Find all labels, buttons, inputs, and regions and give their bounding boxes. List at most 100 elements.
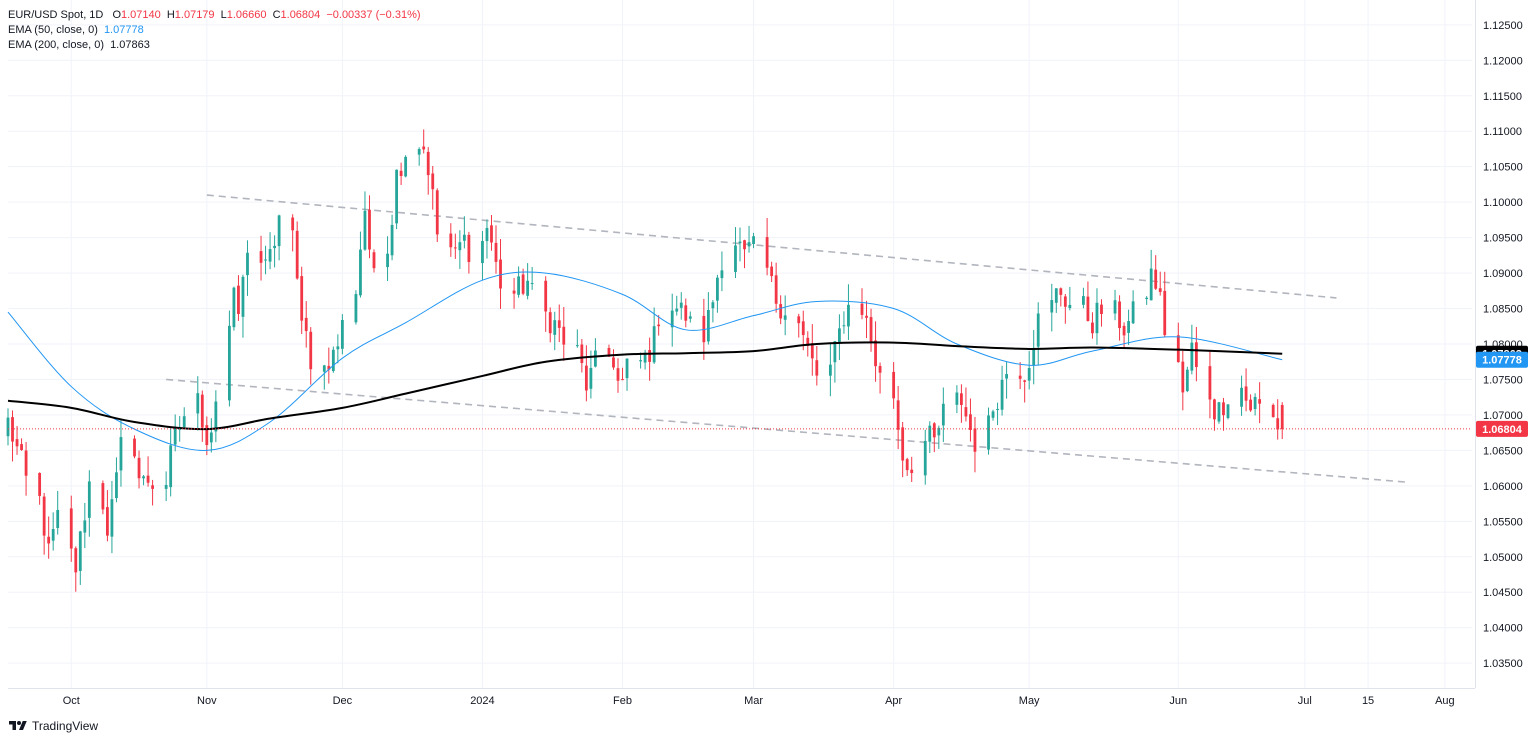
candle-body [584,365,588,391]
candle-body [734,245,737,272]
candle-body [291,217,295,231]
candle-body [955,392,959,405]
candle-body [706,310,710,342]
x-tick-label: 2024 [470,695,494,707]
tradingview-brand[interactable]: TradingView [8,719,98,733]
candle-body [368,209,371,250]
candle-body [133,438,136,457]
candle-body [1000,379,1004,410]
candle-body [169,445,173,488]
candle-body [115,472,118,499]
y-tick-label: 1.10000 [1483,197,1523,209]
y-tick-label: 1.11500 [1483,91,1522,103]
candle-body [657,324,661,327]
candle-body [711,302,715,309]
candle-body [675,308,679,312]
candle-body [24,450,28,476]
ohlc-close-label: C [272,9,281,21]
x-tick-label: Aug [1435,695,1455,707]
candle-body [101,483,105,510]
price-badge-bg [1476,351,1528,368]
tradingview-logo-icon [9,721,27,730]
candle-body [458,242,462,251]
candle-body [354,294,358,323]
candle-body [847,304,850,327]
candle-body [106,507,109,536]
candle-body [679,302,683,308]
ohlc-low-value: 1.06660 [226,9,267,21]
y-tick-label: 1.09500 [1483,233,1523,245]
candle-body [259,251,263,263]
candle-body [462,234,466,241]
candle-body [770,266,774,277]
candle-body [896,400,900,430]
candle-body [47,536,51,544]
y-tick-label: 1.07500 [1483,374,1523,386]
y-tick-label: 1.11000 [1483,126,1522,138]
candle-body [232,287,236,328]
price-badge-bg [1476,420,1528,437]
candle-body [512,290,516,294]
candle-body [797,316,801,324]
candle-body [1158,288,1162,292]
candle-body [743,240,746,250]
candle-body [1181,361,1185,393]
ohlc-low-label: L [220,9,227,21]
change-value: −0.00337 (−0.31%) [326,9,421,21]
candle-body [815,360,819,376]
x-tick-label: Jun [1169,695,1187,707]
candle-body [74,548,78,573]
candle-body [612,357,615,368]
y-tick-label: 1.09000 [1483,268,1523,280]
candle-body [209,432,213,443]
candle-body [363,210,367,250]
candle-body [530,283,534,285]
candle-body [300,276,304,321]
y-tick-label: 1.05500 [1483,516,1523,528]
candle-body [264,259,267,261]
candle-body [481,240,484,264]
candle-body [594,350,597,367]
ohlc-open-label: O [112,9,121,21]
legend-ema200-row: EMA (200, close, 0) 1.07863 [8,38,421,53]
x-tick-label: Jul [1298,695,1312,707]
candle-body [56,509,60,529]
candle-body [322,365,326,372]
candle-body [399,170,403,177]
candle-body [1163,290,1167,336]
candle-body [87,481,91,518]
candle-body [526,280,530,296]
candle-body [969,414,972,430]
candle-body [173,427,177,445]
candle-body [1249,399,1252,411]
y-tick-label: 1.06000 [1483,481,1523,493]
candle-body [51,528,55,541]
candle-body [1068,304,1072,309]
candle-body [431,173,435,190]
candle-body [214,401,218,432]
candle-body [774,275,778,304]
candle-body [810,343,814,359]
candle-body [1059,288,1063,295]
candle-body [246,252,249,276]
candle-body [964,407,968,417]
candle-body [779,304,783,319]
candle-body [1271,404,1275,418]
candle-body [1082,296,1085,305]
candle-body [273,245,276,249]
candle-body [878,366,882,373]
candle-body [1050,300,1054,313]
candle-body [562,326,566,345]
candle-body [1091,322,1094,334]
candle-body [838,328,841,344]
candle-body [499,259,502,289]
candle-body [1226,404,1230,419]
ema-lines [7,271,1472,451]
candle-body [544,280,548,312]
candle-body [331,349,335,372]
candle-body [386,253,389,268]
candle-body [670,310,674,328]
candle-body [652,326,656,363]
